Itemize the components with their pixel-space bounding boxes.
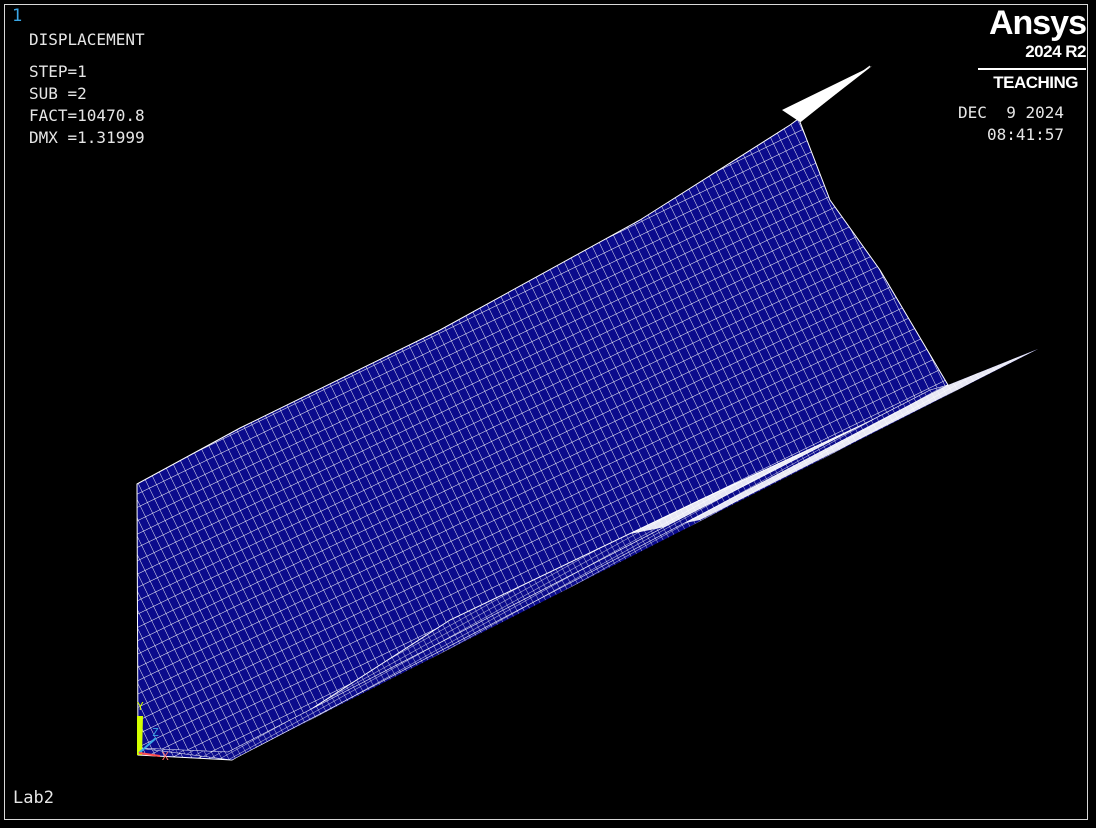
triad-y-label: Y (137, 700, 144, 713)
brand-divider (978, 68, 1086, 70)
coordinate-triad: Y Z X (137, 700, 169, 763)
plot-title: DISPLACEMENT (29, 30, 145, 49)
jobname-label: Lab2 (13, 788, 54, 808)
substep-readout: SUB =2 (29, 84, 87, 103)
brand-edition: TEACHING (993, 73, 1078, 92)
ansys-logo: Ansys 2024 R2 TEACHING (966, 4, 1087, 93)
window-number: 1 (12, 6, 23, 26)
bottom-depth-strip (137, 384, 949, 761)
triad-x-axis (138, 752, 161, 757)
top-flange-tip (782, 66, 872, 122)
plot-time: 08:41:57 (986, 125, 1064, 144)
scale-factor-readout: FACT=10470.8 (29, 106, 145, 125)
web-surface-mesh (136, 65, 949, 761)
brand-version: 2024 R2 (1025, 42, 1086, 61)
triad-z-label: Z (152, 726, 159, 739)
plot-date: DEC 9 2024 (958, 103, 1064, 122)
step-readout: STEP=1 (29, 62, 87, 81)
triad-z-axis (138, 737, 157, 754)
brand-name: Ansys (988, 4, 1087, 42)
max-displacement-readout: DMX =1.31999 (29, 128, 145, 147)
triad-x-label: X (162, 750, 169, 763)
triad-y-axis (137, 716, 143, 755)
graphics-window-frame (4, 4, 1088, 820)
